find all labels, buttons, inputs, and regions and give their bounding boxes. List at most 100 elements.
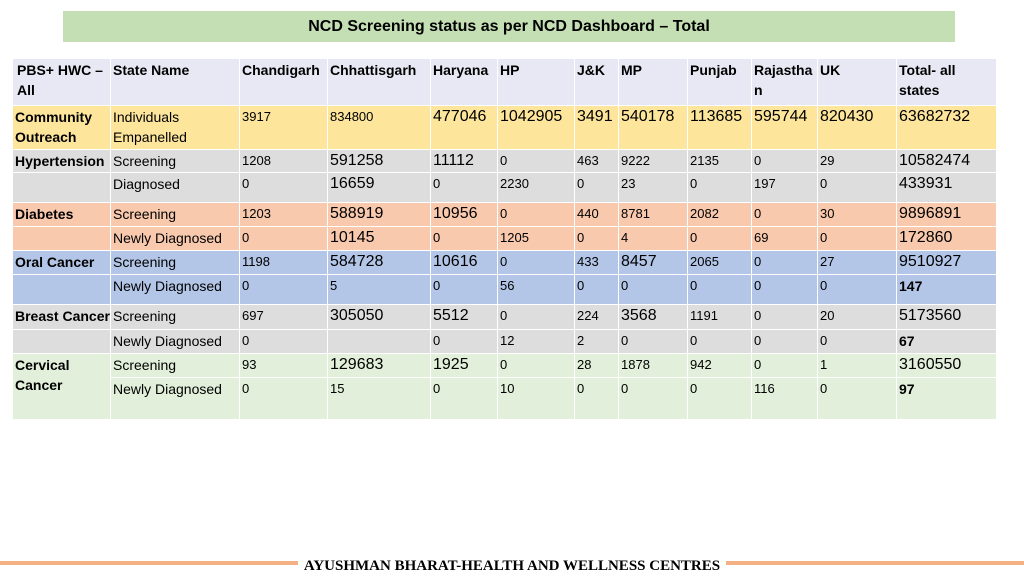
row-group-label: Oral Cancer	[12, 250, 111, 275]
cell-chandigarh: 3917	[239, 105, 328, 150]
col-header-jk: J&K	[574, 58, 619, 106]
row-group-label: Diabetes	[12, 202, 111, 227]
col-header-uk: UK	[817, 58, 897, 106]
cell-haryana: 0	[430, 226, 498, 251]
cell-haryana: 477046	[430, 105, 498, 150]
row-label: Newly Diagnosed	[110, 226, 240, 251]
row-label: Newly Diagnosed	[110, 274, 240, 305]
cell-punjab: 0	[687, 274, 752, 305]
cell-hp: 10	[497, 377, 575, 420]
row-label: Screening	[110, 202, 240, 227]
cell-punjab: 0	[687, 172, 752, 203]
ncd-screening-table: PBS+ HWC – All State Name Chandigarh Chh…	[12, 58, 997, 420]
cell-rajasthan: 116	[751, 377, 818, 420]
cell-chandigarh: 0	[239, 377, 328, 420]
footer-text: AYUSHMAN BHARAT-HEALTH AND WELLNESS CENT…	[0, 558, 1024, 575]
cell-uk: 29	[817, 149, 897, 173]
col-header-hp: HP	[497, 58, 575, 106]
cell-jk: 28	[574, 353, 619, 378]
cell-chandigarh: 0	[239, 226, 328, 251]
row-group-label	[12, 274, 111, 305]
row-group-label: Cervical Cancer	[12, 353, 111, 420]
cell-chhattisgarh: 834800	[327, 105, 431, 150]
cell-total: 63682732	[896, 105, 997, 150]
row-label: Newly Diagnosed	[110, 329, 240, 354]
cell-punjab: 1191	[687, 304, 752, 330]
cell-hp: 2230	[497, 172, 575, 203]
cell-chandigarh: 1208	[239, 149, 328, 173]
cell-hp: 1042905	[497, 105, 575, 150]
col-header-total: Total- all states	[896, 58, 997, 106]
col-header-haryana: Haryana	[430, 58, 498, 106]
cell-punjab: 0	[687, 329, 752, 354]
cell-punjab: 2082	[687, 202, 752, 227]
table-row: Newly Diagnosed 0 15 0 10 0 0 0 116 0 97	[13, 377, 997, 420]
cell-haryana: 0	[430, 274, 498, 305]
cell-mp: 0	[618, 274, 688, 305]
table-row: Community Outreach Individuals Empanelle…	[12, 105, 997, 150]
cell-punjab: 2065	[687, 250, 752, 275]
cell-mp: 8781	[618, 202, 688, 227]
cell-haryana: 0	[430, 377, 498, 420]
cell-chandigarh: 697	[239, 304, 328, 330]
cell-chhattisgarh: 5	[327, 274, 431, 305]
cell-chhattisgarh: 129683	[327, 353, 431, 378]
table-row: Cervical Cancer Screening 93 129683 1925…	[12, 353, 997, 420]
cell-hp: 56	[497, 274, 575, 305]
cell-haryana: 10616	[430, 250, 498, 275]
cell-uk: 0	[817, 377, 897, 420]
table-row: Newly Diagnosed 0 5 0 56 0 0 0 0 0 147	[12, 274, 997, 305]
col-header-chhattisgarh: Chhattisgarh	[327, 58, 431, 106]
cell-rajasthan: 0	[751, 304, 818, 330]
cell-jk: 0	[574, 172, 619, 203]
cell-total: 9510927	[896, 250, 997, 275]
slide-title: NCD Screening status as per NCD Dashboar…	[63, 11, 955, 42]
cell-haryana: 0	[430, 172, 498, 203]
cell-uk: 20	[817, 304, 897, 330]
cell-punjab: 113685	[687, 105, 752, 150]
cell-jk: 433	[574, 250, 619, 275]
cell-chandigarh: 0	[239, 274, 328, 305]
cell-rajasthan: 69	[751, 226, 818, 251]
cell-total: 9896891	[896, 202, 997, 227]
row-group-label: Hypertension	[12, 149, 111, 173]
cell-chhattisgarh: 10145	[327, 226, 431, 251]
cell-hp: 0	[497, 353, 575, 378]
row-group-label	[12, 226, 111, 251]
cell-jk: 440	[574, 202, 619, 227]
header-row: PBS+ HWC – All State Name Chandigarh Chh…	[12, 58, 997, 106]
cell-rajasthan: 595744	[751, 105, 818, 150]
table-row: Diagnosed 0 16659 0 2230 0 23 0 197 0 43…	[12, 172, 997, 203]
cell-chhattisgarh: 588919	[327, 202, 431, 227]
cell-hp: 0	[497, 149, 575, 173]
cell-mp: 1878	[618, 353, 688, 378]
cell-mp: 23	[618, 172, 688, 203]
cell-hp: 12	[497, 329, 575, 354]
cell-chhattisgarh: 16659	[327, 172, 431, 203]
table-row: Oral Cancer Screening 1198 584728 10616 …	[12, 250, 997, 275]
cell-jk: 0	[574, 377, 619, 420]
row-group-label	[12, 172, 111, 203]
cell-uk: 27	[817, 250, 897, 275]
table-row: Breast Cancer Screening 697 305050 5512 …	[12, 304, 997, 330]
cell-haryana: 1925	[430, 353, 498, 378]
cell-punjab: 942	[687, 353, 752, 378]
cell-rajasthan: 0	[751, 274, 818, 305]
col-header-punjab: Punjab	[687, 58, 752, 106]
cell-mp: 9222	[618, 149, 688, 173]
cell-uk: 0	[817, 329, 897, 354]
cell-haryana: 11112	[430, 149, 498, 173]
cell-chandigarh: 1198	[239, 250, 328, 275]
table-row: Newly Diagnosed 0 10145 0 1205 0 4 0 69 …	[12, 226, 997, 251]
cell-rajasthan: 197	[751, 172, 818, 203]
row-label: Screening	[110, 149, 240, 173]
cell-uk: 0	[817, 274, 897, 305]
table-row: Hypertension Screening 1208 591258 11112…	[12, 149, 997, 173]
cell-haryana: 5512	[430, 304, 498, 330]
row-group-label: Community Outreach	[12, 105, 111, 150]
row-group-label	[12, 329, 111, 354]
cell-rajasthan: 0	[751, 149, 818, 173]
cell-rajasthan: 0	[751, 202, 818, 227]
cell-punjab: 0	[687, 377, 752, 420]
cell-hp: 1205	[497, 226, 575, 251]
